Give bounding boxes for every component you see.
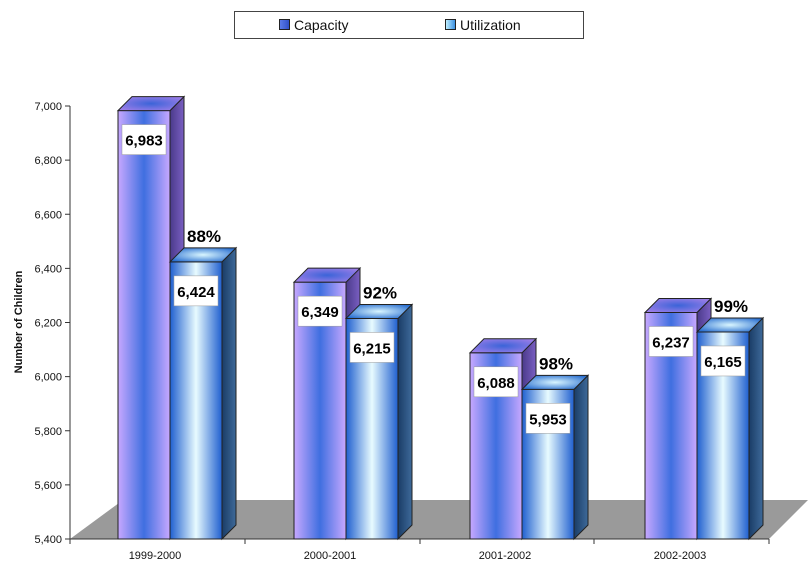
data-label-box bbox=[648, 326, 694, 357]
bar-capacity bbox=[116, 95, 186, 541]
data-label: 6,983 bbox=[125, 133, 163, 150]
utilization-percent-label: 88% bbox=[187, 227, 221, 246]
x-tick-label: 2002-2003 bbox=[654, 550, 707, 562]
bar-utilization-top bbox=[344, 303, 414, 319]
y-tick-label: 6,600 bbox=[34, 209, 62, 221]
data-label-box bbox=[473, 366, 519, 398]
bar-utilization-side bbox=[221, 246, 237, 541]
data-label: 6,349 bbox=[301, 304, 339, 321]
bar-utilization-top bbox=[695, 317, 765, 333]
data-label: 6,215 bbox=[353, 340, 391, 357]
data-label: 6,088 bbox=[477, 375, 515, 392]
bar-utilization-top bbox=[168, 247, 238, 263]
bar-utilization bbox=[520, 374, 590, 541]
y-tick-label: 5,600 bbox=[34, 480, 62, 492]
data-label: 6,424 bbox=[177, 284, 215, 301]
bar-utilization-side bbox=[397, 303, 413, 541]
bar-utilization bbox=[168, 246, 238, 541]
y-tick-label: 7,000 bbox=[34, 101, 62, 113]
y-tick-label: 6,200 bbox=[34, 318, 62, 330]
y-tick-label: 5,400 bbox=[34, 534, 62, 546]
bar-utilization-side bbox=[748, 316, 764, 541]
data-label-box bbox=[121, 124, 167, 155]
chart-floor bbox=[70, 500, 808, 539]
utilization-percent-label: 98% bbox=[539, 354, 573, 373]
utilization-percent-label: 99% bbox=[714, 297, 748, 316]
bar-utilization-top bbox=[520, 374, 590, 390]
legend: Capacity Utilization bbox=[234, 11, 584, 39]
legend-swatch-utilization bbox=[445, 19, 456, 30]
utilization-percent-label: 92% bbox=[363, 283, 397, 302]
data-label: 5,953 bbox=[529, 411, 567, 428]
legend-item-utilization: Utilization bbox=[445, 16, 521, 34]
legend-swatch-capacity bbox=[279, 19, 290, 30]
legend-label-capacity: Capacity bbox=[294, 17, 349, 33]
data-label-box bbox=[297, 295, 343, 327]
data-label-box bbox=[349, 332, 395, 363]
y-tick-label: 6,800 bbox=[34, 155, 62, 167]
legend-label-utilization: Utilization bbox=[460, 17, 521, 33]
data-label-box bbox=[700, 345, 746, 377]
data-label-box bbox=[525, 403, 571, 434]
bar-capacity-front bbox=[117, 110, 171, 540]
x-tick-label: 2001-2002 bbox=[479, 550, 532, 562]
y-axis-title: Number of Children bbox=[13, 270, 25, 373]
bar-utilization-side bbox=[573, 374, 589, 541]
bar-capacity-top bbox=[116, 96, 186, 112]
y-tick-label: 5,800 bbox=[34, 426, 62, 438]
bar-capacity-top bbox=[292, 267, 362, 283]
legend-item-capacity: Capacity bbox=[279, 16, 348, 34]
bar-capacity-top bbox=[643, 297, 713, 313]
bar-capacity-top bbox=[468, 338, 538, 354]
x-tick-label: 2000-2001 bbox=[304, 550, 357, 562]
data-label-box bbox=[173, 275, 219, 307]
x-tick-label: 1999-2000 bbox=[129, 550, 182, 562]
bar-utilization-front bbox=[169, 261, 223, 540]
y-tick-label: 6,400 bbox=[34, 263, 62, 275]
y-tick-label: 6,000 bbox=[34, 372, 62, 384]
data-label: 6,165 bbox=[704, 354, 742, 371]
data-label: 6,237 bbox=[652, 334, 690, 351]
